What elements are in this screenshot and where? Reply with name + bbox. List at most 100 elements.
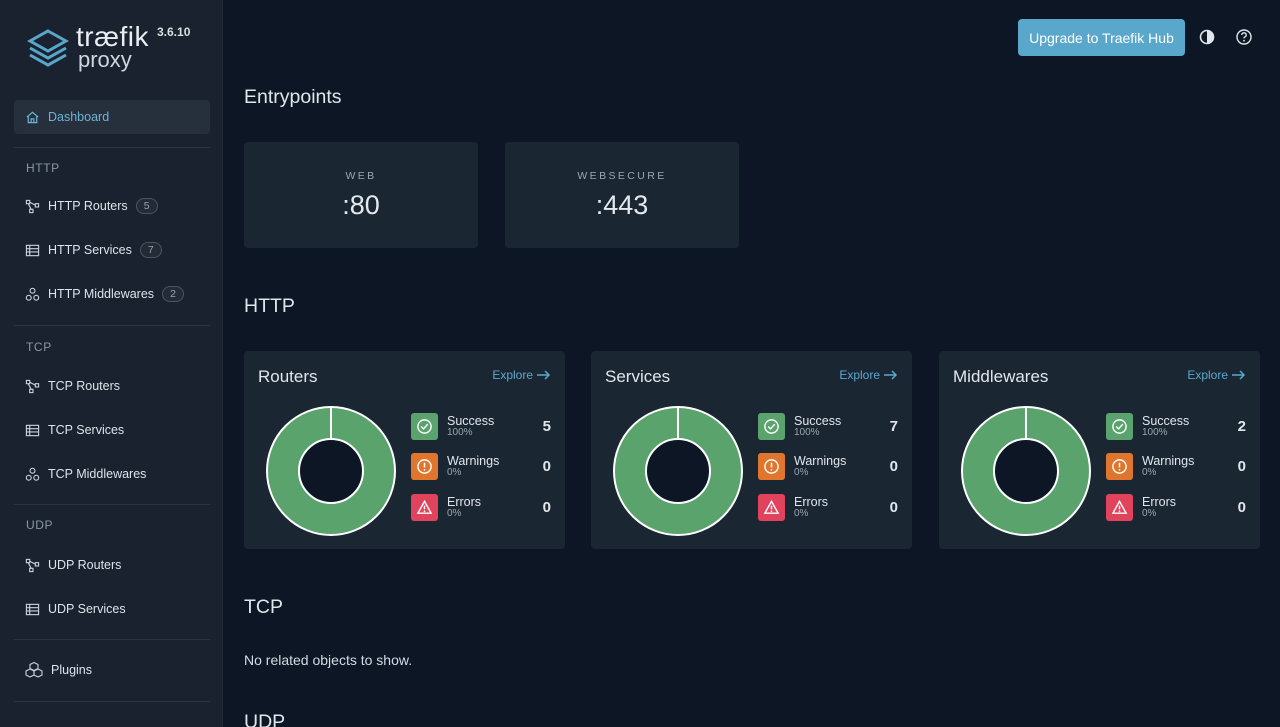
sidebar-item-label: HTTP Middlewares [48,287,154,301]
stat-label: Errors [794,495,828,509]
status-donut-chart [265,405,397,537]
stat-percent: 0% [1142,467,1156,478]
stat-value: 0 [543,499,551,516]
sidebar-item-label: UDP Services [48,602,126,616]
card-middlewares: Middlewares Explore Success 100% 2 Warni… [939,351,1260,549]
error-triangle-icon [1106,494,1133,521]
stat-success: Success 100% 2 [1106,413,1246,441]
stat-warnings: Warnings 0% 0 [411,453,551,481]
upgrade-button[interactable]: Upgrade to Traefik Hub [1018,19,1185,56]
sidebar-item-tcp-services[interactable]: TCP Services [14,413,210,447]
sidebar-item-udp-services[interactable]: UDP Services [14,592,210,626]
stat-value: 5 [543,418,551,435]
stat-percent: 0% [794,508,808,519]
section-udp: UDP [26,518,53,532]
router-icon [25,199,40,214]
explore-link[interactable]: Explore [492,368,551,382]
stat-label: Success [794,414,841,428]
help-icon[interactable] [1235,28,1253,51]
services-icon [25,602,40,617]
entrypoint-name: WEB [244,170,478,182]
router-icon [25,558,40,573]
stat-percent: 0% [1142,508,1156,519]
card-title: Routers [258,367,318,387]
stat-percent: 100% [447,427,473,438]
stat-percent: 0% [447,508,461,519]
stat-errors: Errors 0% 0 [411,494,551,522]
stat-label: Warnings [447,454,499,468]
sidebar-item-tcp-middlewares[interactable]: TCP Middlewares [14,457,210,491]
services-icon [25,243,40,258]
middleware-icon [25,287,40,302]
stat-value: 7 [890,418,898,435]
arrow-right-icon [884,370,898,380]
card-routers: Routers Explore Success 100% 5 Warnings … [244,351,565,549]
divider [14,325,210,326]
middleware-icon [25,467,40,482]
error-triangle-icon [411,494,438,521]
stat-success: Success 100% 7 [758,413,898,441]
arrow-right-icon [537,370,551,380]
explore-link[interactable]: Explore [839,368,898,382]
stat-value: 0 [890,458,898,475]
router-icon [25,379,40,394]
section-http: HTTP [26,161,60,175]
section-title-udp: UDP [244,711,285,727]
divider [14,504,210,505]
status-donut-chart [960,405,1092,537]
divider [14,639,210,640]
section-title-tcp: TCP [244,596,283,619]
sidebar-item-http-services[interactable]: HTTP Services 7 [14,233,210,267]
stat-percent: 100% [1142,427,1168,438]
stat-value: 0 [1238,458,1246,475]
explore-link[interactable]: Explore [1187,368,1246,382]
section-tcp: TCP [26,340,52,354]
check-circle-icon [758,413,785,440]
sidebar-item-dashboard[interactable]: Dashboard [14,100,210,134]
sidebar: træfik proxy 3.6.10 Dashboard HTTP HTTP … [0,0,223,727]
entrypoint-port: :80 [244,190,478,221]
stat-errors: Errors 0% 0 [1106,494,1246,522]
entrypoint-port: :443 [505,190,739,221]
stat-value: 2 [1238,418,1246,435]
stat-label: Warnings [1142,454,1194,468]
entrypoint-card-websecure: WEBSECURE :443 [505,142,739,248]
contrast-icon[interactable] [1198,28,1216,51]
sidebar-item-http-middlewares[interactable]: HTTP Middlewares 2 [14,277,210,311]
version-label: 3.6.10 [157,25,190,39]
warning-circle-icon [1106,453,1133,480]
count-badge: 7 [140,242,162,258]
warning-circle-icon [758,453,785,480]
sidebar-item-http-routers[interactable]: HTTP Routers 5 [14,189,210,223]
sidebar-item-label: HTTP Services [48,243,132,257]
sidebar-item-udp-routers[interactable]: UDP Routers [14,548,210,582]
check-circle-icon [1106,413,1133,440]
traefik-logo-icon [27,28,69,68]
sidebar-item-label: UDP Routers [48,558,121,572]
sidebar-item-label: TCP Middlewares [48,467,146,481]
traefik-logo[interactable]: træfik proxy 3.6.10 [27,24,207,76]
sidebar-item-label: Plugins [51,663,92,677]
section-title-http: HTTP [244,295,295,318]
stat-label: Success [1142,414,1189,428]
divider [14,147,210,148]
explore-label: Explore [492,368,533,382]
explore-label: Explore [839,368,880,382]
check-circle-icon [411,413,438,440]
count-badge: 2 [162,286,184,302]
explore-label: Explore [1187,368,1228,382]
entrypoint-card-web: WEB :80 [244,142,478,248]
stat-percent: 0% [447,467,461,478]
sidebar-item-tcp-routers[interactable]: TCP Routers [14,369,210,403]
stat-warnings: Warnings 0% 0 [758,453,898,481]
stat-percent: 100% [794,427,820,438]
divider [14,701,210,702]
tcp-empty-message: No related objects to show. [244,652,412,668]
stat-success: Success 100% 5 [411,413,551,441]
entrypoint-name: WEBSECURE [505,170,739,182]
error-triangle-icon [758,494,785,521]
warning-circle-icon [411,453,438,480]
plugins-icon [25,661,43,679]
sidebar-item-plugins[interactable]: Plugins [14,653,210,687]
arrow-right-icon [1232,370,1246,380]
